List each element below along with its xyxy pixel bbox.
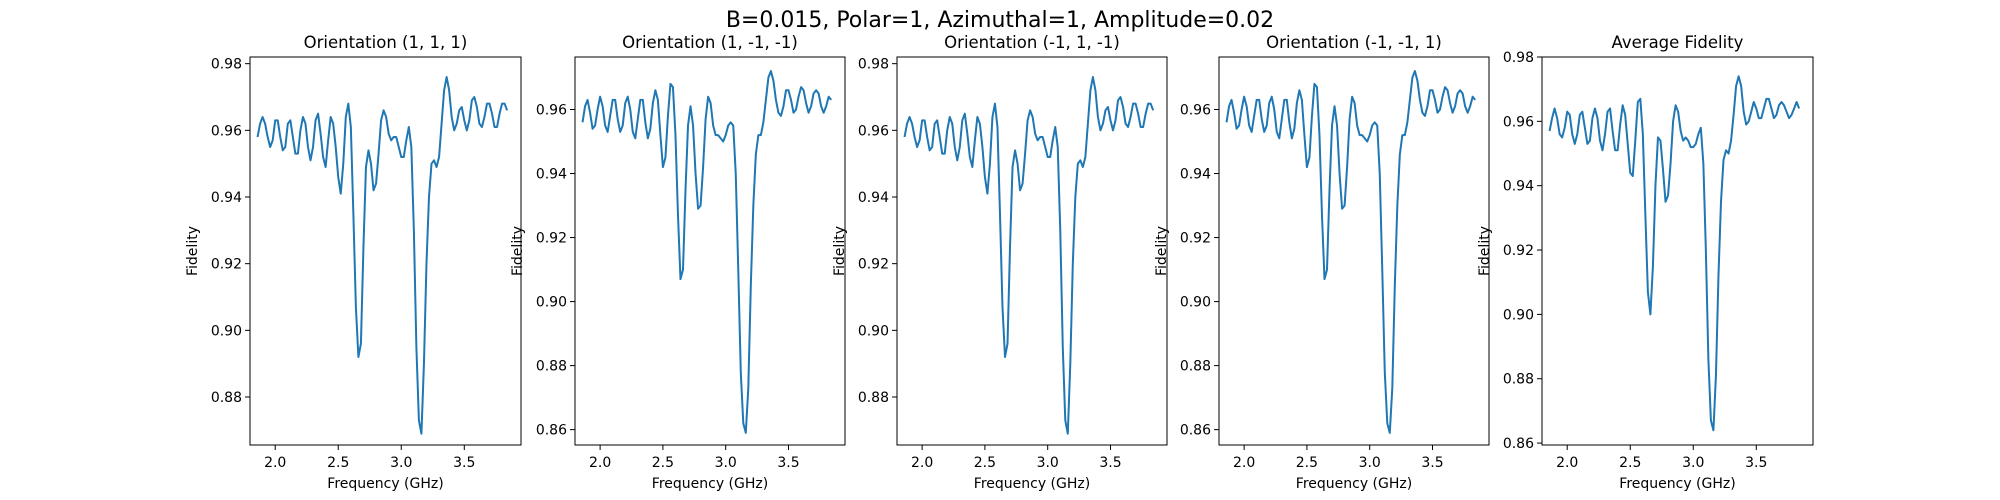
x-axis-label: Frequency (GHz) [1619,476,1735,492]
x-tick-label: 2.5 [1296,455,1318,471]
y-axis-label: Fidelity [1477,226,1493,276]
x-tick-label: 3.5 [1099,455,1121,471]
y-axis-label: Fidelity [832,226,848,276]
y-tick-label: 0.98 [858,57,889,73]
x-tick-label: 2.0 [911,455,933,471]
y-tick-label: 0.94 [858,190,889,206]
x-tick-label: 3.0 [1359,455,1381,471]
subplot-title: Orientation (-1, -1, 1) [1266,33,1442,52]
x-tick-label: 2.0 [1556,455,1578,471]
x-axis-label: Frequency (GHz) [652,476,768,492]
x-tick-label: 3.0 [390,455,412,471]
x-axis-label: Frequency (GHz) [327,476,443,492]
y-tick-label: 0.94 [211,190,242,206]
axes-frame [249,56,522,446]
y-tick-label: 0.86 [1180,423,1211,439]
y-tick-label: 0.90 [536,295,567,311]
subplot-title: Average Fidelity [1612,33,1744,52]
y-tick-label: 0.94 [536,167,567,183]
subplots: 2.0 2.5 3.0 3.5 0.88 0.90 0.92 0.94 0.96 0.98 Orie… [185,33,1814,492]
y-tick-label: 0.96 [1503,114,1534,130]
x-tick-label: 2.0 [589,455,611,471]
y-axis-label: Fidelity [185,226,201,276]
axes-frame [1541,56,1814,446]
y-tick-label: 0.98 [211,57,242,73]
subplot-title: Orientation (1, -1, -1) [622,33,798,52]
y-axis-label: Fidelity [510,226,526,276]
y-tick-label: 0.88 [1503,372,1534,388]
y-tick-label: 0.88 [858,390,889,406]
y-tick-label: 0.96 [1180,103,1211,119]
y-tick-label: 0.88 [1180,359,1211,375]
y-tick-label: 0.96 [858,123,889,139]
x-axis-label: Frequency (GHz) [1296,476,1412,492]
figure-suptitle: B=0.015, Polar=1, Azimuthal=1, Amplitude… [726,8,1274,33]
y-tick-label: 0.92 [1180,231,1211,247]
subplot-1: 2.0 2.5 3.0 3.5 0.88 0.90 0.92 0.94 0.96 0.98 Orie… [185,33,522,492]
subplot-5: 2.0 2.5 3.0 3.5 0.86 0.88 0.90 0.92 0.94 0.96 0.98… [1477,33,1814,492]
y-tick-label: 0.98 [1503,50,1534,66]
y-tick-label: 0.88 [536,359,567,375]
series-line [1225,70,1476,434]
y-tick-label: 0.92 [858,257,889,273]
x-tick-label: 2.5 [327,455,349,471]
x-axis-label: Frequency (GHz) [974,476,1090,492]
series-line [256,76,509,435]
x-tick-label: 3.5 [1745,455,1767,471]
x-tick-label: 2.0 [264,455,286,471]
y-tick-label: 0.86 [536,423,567,439]
subplot-2: 2.0 2.5 3.0 3.5 0.86 0.88 0.90 0.92 0.94 0.96 Orie… [510,33,846,492]
subplot-title: Orientation (-1, 1, -1) [944,33,1120,52]
series-line [581,70,832,434]
y-tick-label: 0.94 [1180,167,1211,183]
subplot-title: Orientation (1, 1, 1) [304,33,468,52]
y-tick-label: 0.92 [1503,243,1534,259]
x-tick-label: 3.0 [1682,455,1704,471]
y-tick-label: 0.90 [858,323,889,339]
x-tick-label: 3.5 [777,455,799,471]
x-tick-label: 2.5 [974,455,996,471]
y-tick-label: 0.90 [1180,295,1211,311]
y-axis-label: Fidelity [1154,226,1170,276]
x-tick-label: 3.5 [453,455,475,471]
x-tick-label: 2.5 [652,455,674,471]
x-tick-label: 2.5 [1619,455,1641,471]
x-tick-label: 3.0 [1037,455,1059,471]
y-tick-label: 0.90 [211,323,242,339]
y-tick-label: 0.86 [1503,436,1534,452]
y-tick-label: 0.88 [211,390,242,406]
x-tick-label: 3.5 [1421,455,1443,471]
axes-frame [896,56,1168,446]
series-line [903,76,1155,435]
subplot-4: 2.0 2.5 3.0 3.5 0.86 0.88 0.90 0.92 0.94 0.96 Orie… [1154,33,1490,492]
series-line [1548,75,1801,432]
y-tick-label: 0.94 [1503,179,1534,195]
subplot-3: 2.0 2.5 3.0 3.5 0.88 0.90 0.92 0.94 0.96 0.98 Orie… [832,33,1168,492]
y-tick-label: 0.96 [211,123,242,139]
x-tick-label: 3.0 [715,455,737,471]
axes-frame [574,56,846,446]
y-tick-label: 0.92 [536,231,567,247]
axes-frame [1218,56,1490,446]
y-tick-label: 0.90 [1503,307,1534,323]
y-tick-label: 0.96 [536,103,567,119]
y-tick-label: 0.92 [211,257,242,273]
x-tick-label: 2.0 [1233,455,1255,471]
